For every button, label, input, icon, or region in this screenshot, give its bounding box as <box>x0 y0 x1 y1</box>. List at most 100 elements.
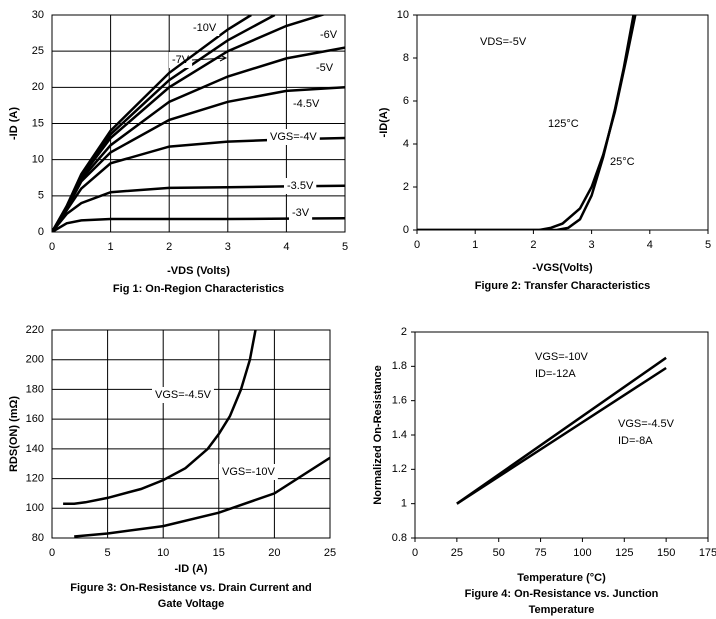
label-bg <box>313 60 337 76</box>
y-tick-label: 140 <box>26 443 44 455</box>
x-tick-label: 1 <box>108 241 114 253</box>
series-line <box>417 15 635 230</box>
label-bg <box>152 387 214 403</box>
series-label: -10V <box>193 22 217 34</box>
x-tick-label: 20 <box>268 547 280 559</box>
x-tick-label: 2 <box>166 241 172 253</box>
y-axis-label: RDS(ON) (mΩ) <box>8 396 20 472</box>
x-tick-label: 25 <box>451 547 463 559</box>
label-bg <box>290 96 323 112</box>
label-bg <box>267 129 320 145</box>
chart-title: Figure 4: On-Resistance vs. Junction <box>465 588 659 600</box>
series-label: -5V <box>316 62 334 74</box>
label-bg <box>545 116 582 132</box>
y-tick-label: 180 <box>26 383 44 395</box>
y-tick-label: 1 <box>401 498 407 510</box>
series-label: -6V <box>320 29 338 41</box>
x-tick-label: 3 <box>225 241 231 253</box>
y-tick-label: 100 <box>26 502 44 514</box>
series-label: 125°C <box>548 118 579 130</box>
series-line <box>74 456 330 538</box>
x-tick-label: 10 <box>157 547 169 559</box>
series-line <box>52 15 252 232</box>
plot-frame <box>51 329 331 539</box>
x-tick-label: 5 <box>105 547 111 559</box>
chart-title: Gate Voltage <box>158 598 224 610</box>
series-label: 25°C <box>610 156 635 168</box>
y-tick-label: 1.4 <box>392 429 407 441</box>
x-axis-label: -VGS(Volts) <box>532 262 593 274</box>
x-tick-label: 1 <box>472 239 478 251</box>
plot-frame <box>51 14 346 233</box>
label-bg <box>190 20 220 36</box>
x-tick-label: 50 <box>493 547 505 559</box>
x-tick-label: 0 <box>414 239 420 251</box>
plot-frame <box>414 331 709 539</box>
x-tick-label: 75 <box>534 547 546 559</box>
label-bg <box>532 349 591 383</box>
y-tick-label: 8 <box>403 52 409 64</box>
y-tick-label: 80 <box>32 532 44 544</box>
x-tick-label: 2 <box>530 239 536 251</box>
y-axis-label: Normalized On-Resistance <box>372 365 384 504</box>
y-tick-label: 1.2 <box>392 463 407 475</box>
x-tick-label: 15 <box>213 547 225 559</box>
series-label: -7V <box>172 54 190 66</box>
y-tick-label: 220 <box>26 324 44 336</box>
series-line <box>52 217 345 232</box>
series-line <box>63 330 257 506</box>
chart-title: Figure 3: On-Resistance vs. Drain Curren… <box>70 582 311 594</box>
y-tick-label: 0.8 <box>392 532 407 544</box>
series-line <box>456 356 667 505</box>
x-tick-label: 4 <box>647 239 653 251</box>
x-tick-label: 5 <box>705 239 711 251</box>
y-axis-label: -ID (A) <box>8 107 20 140</box>
y-tick-label: 0 <box>38 226 44 238</box>
x-tick-label: 150 <box>657 547 675 559</box>
x-tick-label: 0 <box>49 547 55 559</box>
series-label: -4.5V <box>293 98 320 110</box>
x-tick-label: 125 <box>615 547 633 559</box>
x-tick-label: 5 <box>342 241 348 253</box>
x-tick-label: 100 <box>573 547 591 559</box>
y-tick-label: 4 <box>403 138 409 150</box>
label-bg <box>289 205 313 221</box>
label-bg <box>219 464 278 480</box>
y-tick-label: 6 <box>403 95 409 107</box>
series-conditions: ID=-8A <box>618 435 653 447</box>
x-tick-label: 175 <box>699 547 716 559</box>
y-tick-label: 120 <box>26 472 44 484</box>
x-axis-label: Temperature (°C) <box>517 572 606 584</box>
x-axis-label: -ID (A) <box>175 563 208 575</box>
y-tick-label: 200 <box>26 354 44 366</box>
series-line <box>52 184 345 232</box>
series-label: -3.5V <box>287 180 314 192</box>
series-conditions: ID=-12A <box>535 368 576 380</box>
series-label: VGS=-4V <box>270 131 317 143</box>
y-axis-label: -ID(A) <box>378 107 390 137</box>
x-tick-label: 3 <box>589 239 595 251</box>
label-bg <box>317 27 341 43</box>
x-axis-label: -VDS (Volts) <box>167 265 230 277</box>
y-tick-label: 15 <box>32 117 44 129</box>
y-tick-label: 2 <box>403 181 409 193</box>
label-bg <box>284 178 317 194</box>
x-tick-label: 0 <box>49 241 55 253</box>
label-bg <box>615 416 677 450</box>
y-tick-label: 1.6 <box>392 395 407 407</box>
label-bg <box>607 154 638 170</box>
x-tick-label: 0 <box>412 547 418 559</box>
y-tick-label: 160 <box>26 413 44 425</box>
arrow <box>191 54 228 62</box>
y-tick-label: 1.8 <box>392 360 407 372</box>
label-bg <box>169 52 193 68</box>
y-tick-label: 2 <box>401 326 407 338</box>
series-label: VGS=-10V <box>222 466 276 478</box>
x-tick-label: 25 <box>324 547 336 559</box>
series-label: VGS=-10V <box>535 351 589 363</box>
x-tick-label: 4 <box>283 241 289 253</box>
chart-title: Fig 1: On-Region Characteristics <box>113 283 284 295</box>
chart-title: Temperature <box>529 604 595 616</box>
series-line <box>456 366 667 505</box>
